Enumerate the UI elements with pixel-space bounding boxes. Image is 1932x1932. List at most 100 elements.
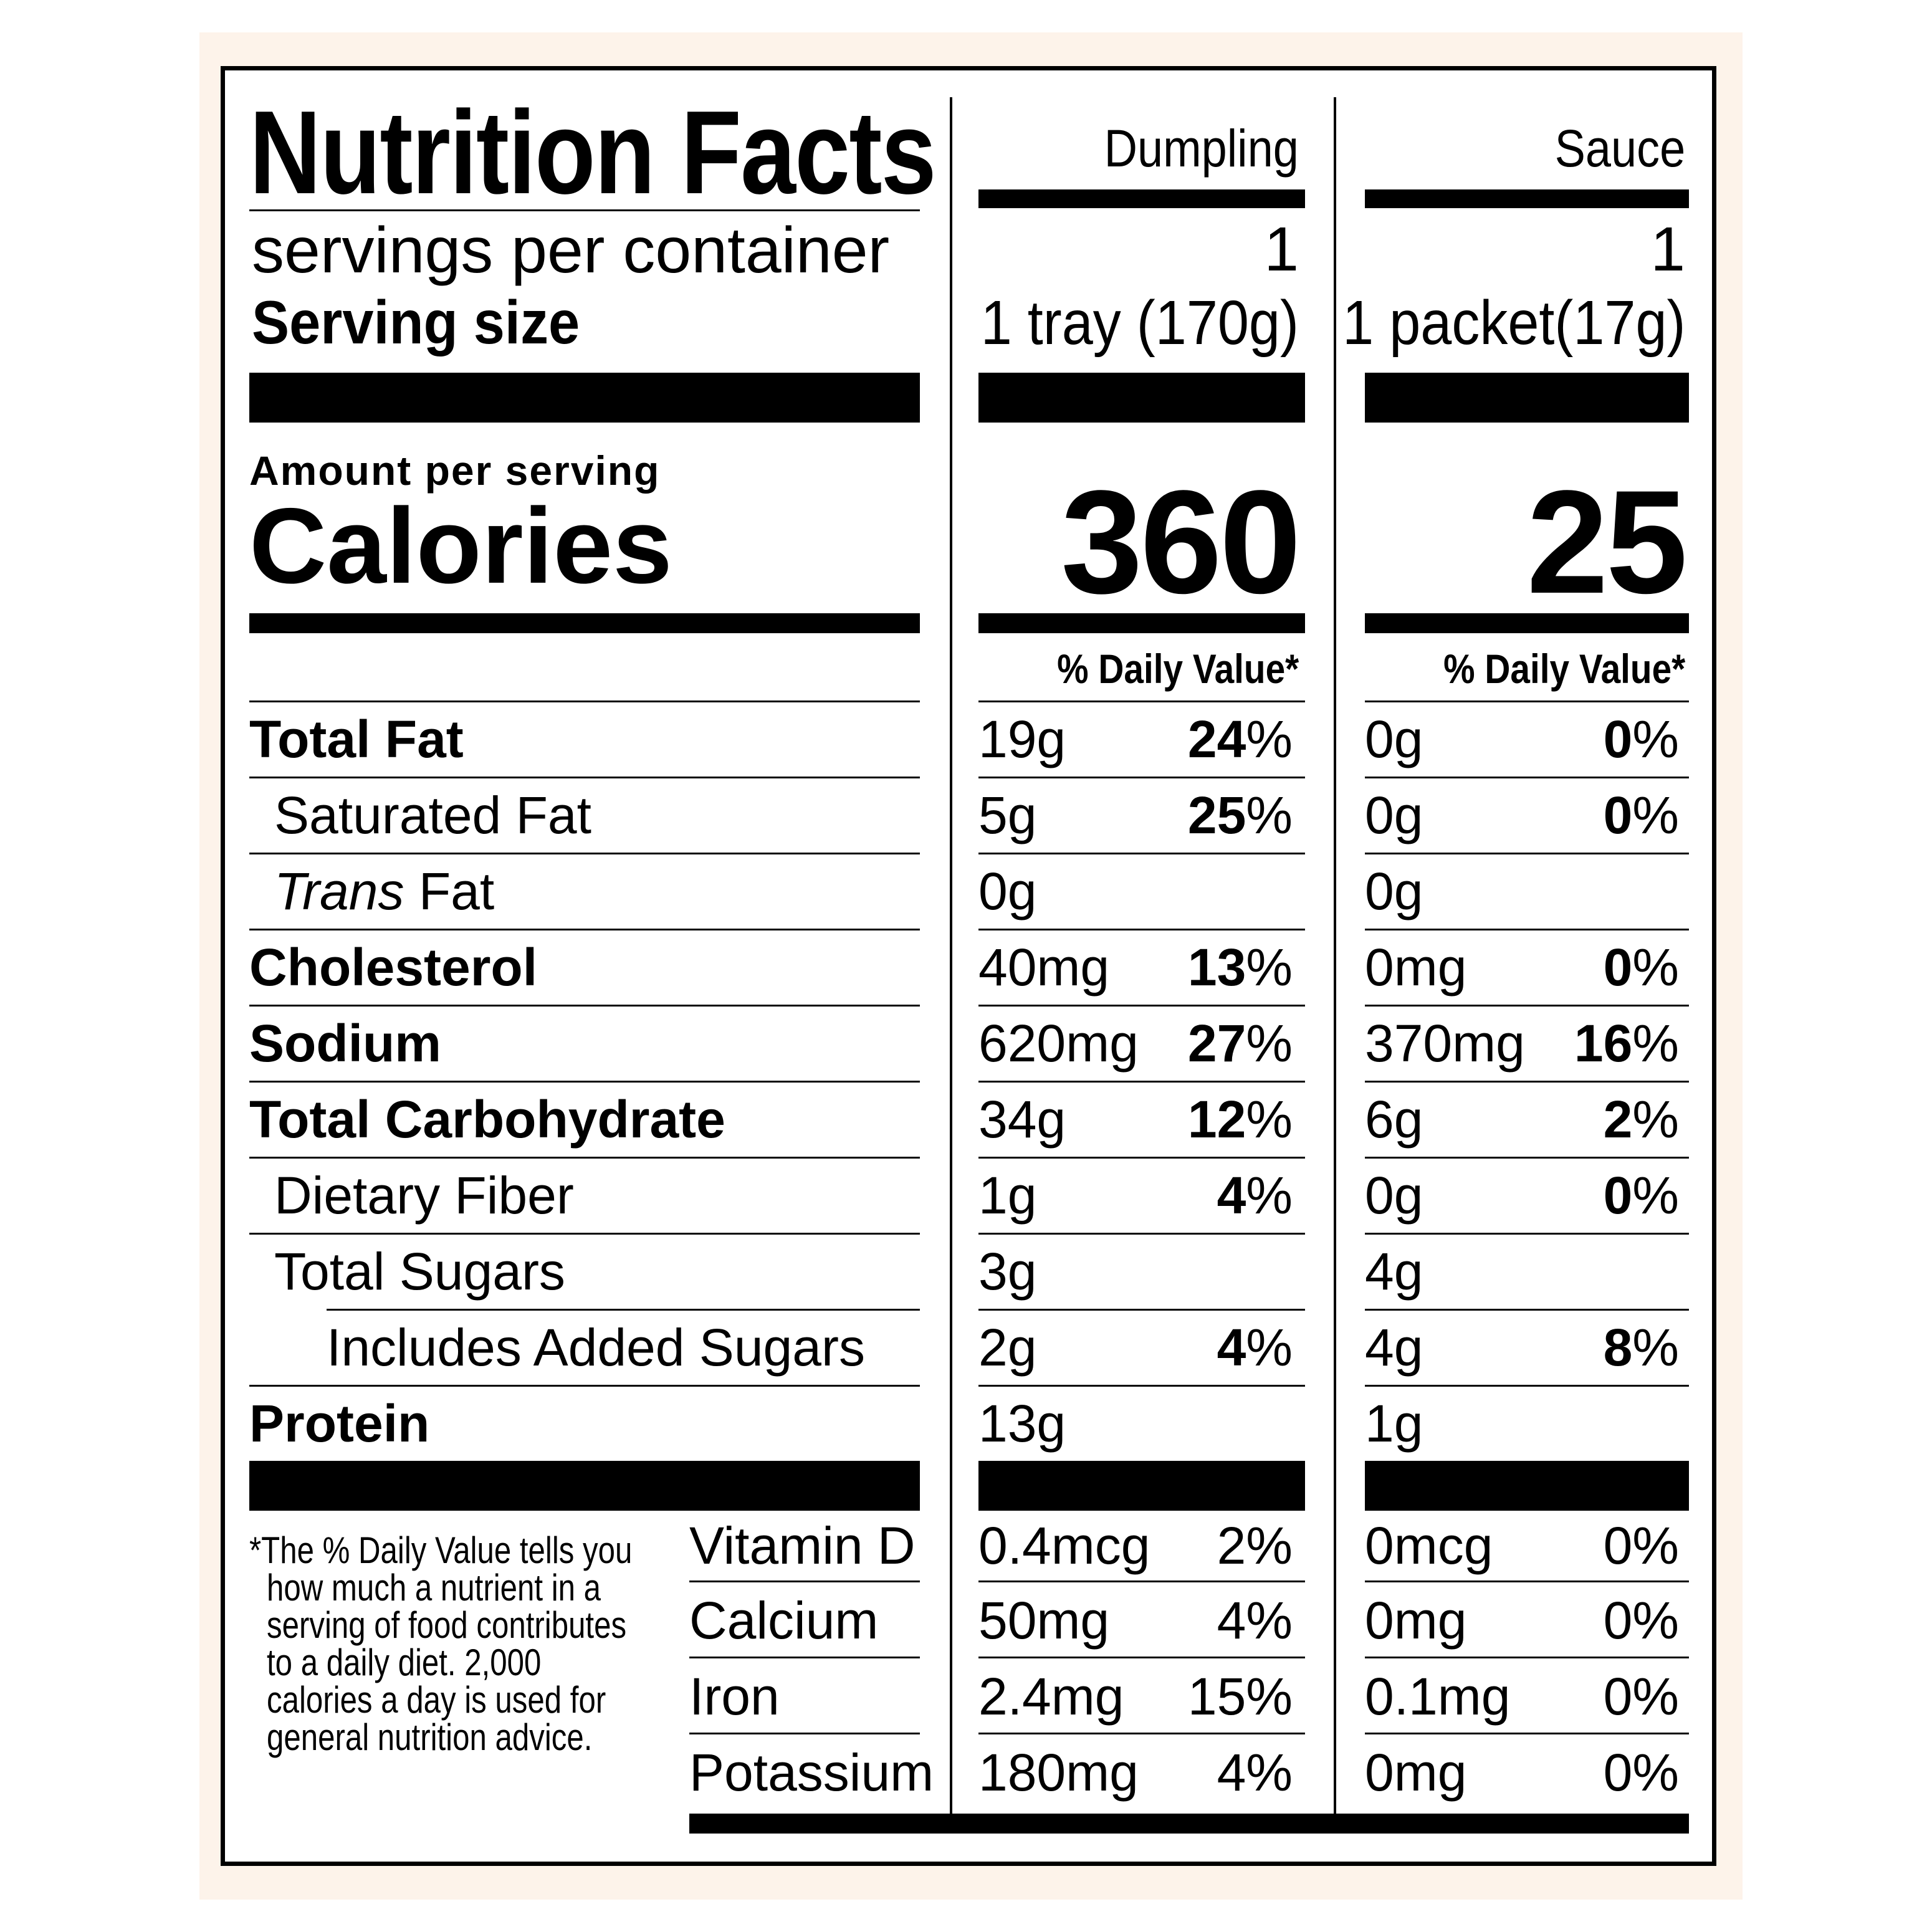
- row-rule: [689, 1657, 920, 1658]
- servings-value-dumpling: 1: [1264, 214, 1299, 284]
- nutrient-dv-sauce: 0%: [1603, 938, 1679, 997]
- label-title: Nutrition Facts: [249, 87, 937, 219]
- calories-bar-dumpling: [978, 613, 1305, 633]
- calories-bar-left: [249, 613, 920, 633]
- vitamin-dv-dumpling: 4%: [1217, 1743, 1293, 1802]
- vitamin-label: Iron: [689, 1667, 780, 1726]
- vitamin-label: Vitamin D: [689, 1516, 916, 1575]
- nutrient-label: Total Sugars: [274, 1242, 565, 1301]
- servings-value-sauce: 1: [1650, 214, 1685, 284]
- nutrient-label: Sodium: [249, 1014, 441, 1073]
- nutrient-label: Total Fat: [249, 710, 464, 768]
- nutrient-amount-dumpling: 0g: [978, 862, 1037, 921]
- title-rule: [249, 209, 920, 211]
- row-rule: [978, 777, 1305, 778]
- nutrient-dv-dumpling: 4%: [1217, 1166, 1293, 1225]
- row-rule: [1365, 1581, 1689, 1582]
- vitamin-label: Calcium: [689, 1591, 879, 1650]
- row-rule: [978, 1233, 1305, 1235]
- row-rule: [1365, 1233, 1689, 1235]
- nutrient-label: Includes Added Sugars: [327, 1318, 865, 1377]
- vitamin-bar-sauce: [1365, 1461, 1689, 1511]
- vitamin-bar-left: [249, 1461, 920, 1511]
- nutrient-amount-sauce: 0g: [1365, 710, 1423, 768]
- footnote-line: serving of food contributes: [267, 1604, 627, 1646]
- header-bar-sauce: [1365, 189, 1689, 208]
- row-rule: [1365, 853, 1689, 854]
- nutrient-dv-sauce: 0%: [1603, 1166, 1679, 1225]
- nutrient-amount-dumpling: 5g: [978, 786, 1037, 844]
- vitamin-dv-dumpling: 2%: [1217, 1516, 1293, 1575]
- header-bar-dumpling: [978, 189, 1305, 208]
- bottom-bar: [689, 1814, 1689, 1834]
- nutrient-amount-sauce: 370mg: [1365, 1014, 1525, 1073]
- nutrient-dv-dumpling: 13%: [1187, 938, 1293, 997]
- serving-size-value-sauce: 1 packet(17g): [1342, 288, 1685, 358]
- row-rule: [249, 929, 920, 930]
- calories-label: Calories: [249, 486, 672, 606]
- row-rule: [249, 777, 920, 778]
- nutrient-amount-sauce: 0mg: [1365, 938, 1467, 997]
- row-rule: [1365, 1081, 1689, 1083]
- nutrient-dv-sauce: 16%: [1574, 1014, 1679, 1073]
- vitamin-amount-dumpling: 180mg: [978, 1743, 1139, 1802]
- nutrient-dv-sauce: 0%: [1603, 710, 1679, 768]
- row-rule: [1365, 1385, 1689, 1387]
- thick-bar-sauce: [1365, 373, 1689, 423]
- column-divider-left: [950, 97, 952, 1817]
- vitamin-label: Potassium: [689, 1743, 934, 1802]
- row-rule: [689, 1733, 920, 1734]
- daily-value-header-sauce: % Daily Value*: [1443, 646, 1685, 692]
- nutrient-label: Saturated Fat: [274, 786, 591, 844]
- row-rule: [978, 1385, 1305, 1387]
- nutrient-label: Protein: [249, 1394, 430, 1453]
- nutrient-dv-sauce: 2%: [1603, 1090, 1679, 1149]
- daily-value-header-dumpling: % Daily Value*: [1056, 646, 1299, 692]
- nutrient-amount-dumpling: 3g: [978, 1242, 1037, 1301]
- servings-label: servings per container: [252, 214, 890, 287]
- vitamin-amount-dumpling: 0.4mcg: [978, 1516, 1150, 1575]
- nutrient-label: Total Carbohydrate: [249, 1090, 725, 1149]
- row-rule: [1365, 1657, 1689, 1658]
- amount-per-serving-label: Amount per serving: [249, 447, 661, 494]
- row-rule: [978, 1157, 1305, 1159]
- row-rule: [1365, 1733, 1689, 1734]
- row-rule: [978, 1581, 1305, 1582]
- nutrient-label: Trans Fat: [274, 862, 495, 921]
- row-rule: [978, 1733, 1305, 1734]
- nutrient-amount-dumpling: 2g: [978, 1318, 1037, 1377]
- thick-bar-left: [249, 373, 920, 423]
- row-rule: [1365, 929, 1689, 930]
- row-rule: [978, 929, 1305, 930]
- vitamin-amount-dumpling: 2.4mg: [978, 1667, 1124, 1726]
- nutrient-dv-sauce: 0%: [1603, 786, 1679, 844]
- vitamin-bar-dumpling: [978, 1461, 1305, 1511]
- footnote-line: how much a nutrient in a: [267, 1567, 601, 1609]
- vitamin-dv-sauce: 0%: [1603, 1516, 1679, 1575]
- nutrient-dv-sauce: 8%: [1603, 1318, 1679, 1377]
- column-divider-right: [1334, 97, 1336, 1817]
- row-rule: [249, 1005, 920, 1007]
- nutrient-amount-sauce: 4g: [1365, 1242, 1423, 1301]
- footnote-line: calories a day is used for: [267, 1679, 606, 1721]
- nutrient-amount-dumpling: 1g: [978, 1166, 1037, 1225]
- vitamin-dv-dumpling: 15%: [1187, 1667, 1293, 1726]
- nutrient-dv-dumpling: 27%: [1187, 1014, 1293, 1073]
- row-rule: [1365, 1005, 1689, 1007]
- vitamin-amount-sauce: 0mcg: [1365, 1516, 1493, 1575]
- serving-size-label: Serving size: [252, 288, 580, 356]
- column-name-sauce: Sauce: [1554, 119, 1685, 178]
- nutrient-dv-dumpling: 25%: [1187, 786, 1293, 844]
- daily-value-footnote: *The % Daily Value tells you how much a …: [249, 1532, 632, 1756]
- nutrient-amount-dumpling: 620mg: [978, 1014, 1139, 1073]
- calories-value-dumpling: 360: [1061, 460, 1301, 624]
- row-rule: [1365, 1309, 1689, 1311]
- vitamin-dv-sauce: 0%: [1603, 1667, 1679, 1726]
- column-name-dumpling: Dumpling: [1104, 119, 1299, 178]
- nutrient-amount-dumpling: 34g: [978, 1090, 1066, 1149]
- dv-rule-sauce: [1365, 701, 1689, 702]
- nutrient-amount-sauce: 0g: [1365, 862, 1423, 921]
- nutrient-amount-sauce: 0g: [1365, 1166, 1423, 1225]
- row-rule: [689, 1581, 920, 1582]
- nutrient-label: Dietary Fiber: [274, 1166, 574, 1225]
